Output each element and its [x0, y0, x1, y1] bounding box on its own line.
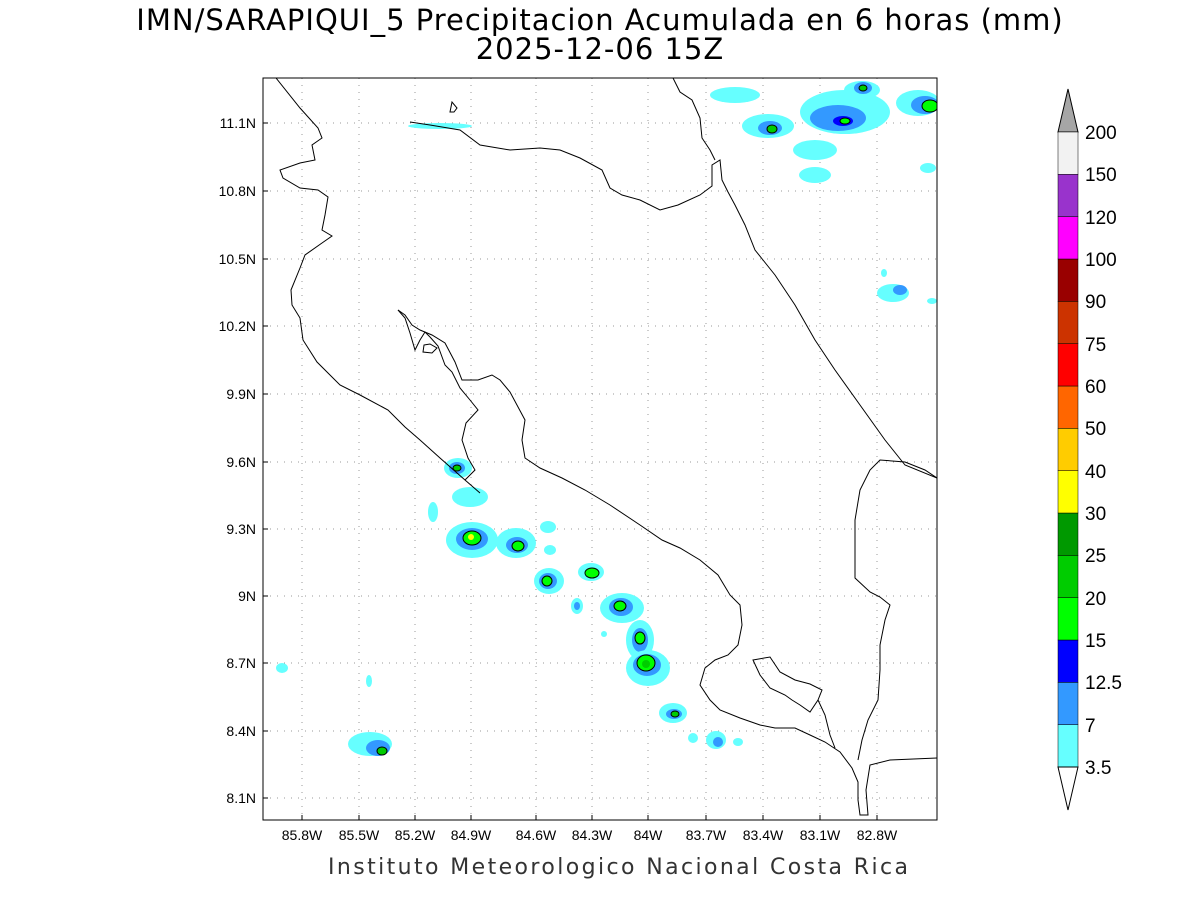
lat-tick-label: 9.6N	[226, 454, 256, 470]
lon-tick-label: 83.4W	[743, 827, 784, 843]
graticule	[263, 78, 937, 820]
lat-tick-label: 8.7N	[226, 655, 256, 671]
colorbar-swatch	[1057, 512, 1079, 556]
colorbar-level-label: 150	[1085, 165, 1117, 186]
colorbar-level-label: 200	[1085, 123, 1117, 144]
lat-tick-label: 10.2N	[219, 318, 256, 334]
longitude-axis: 85.8W 85.5W 85.2W 84.9W 84.6W 84.3W 84W …	[282, 827, 898, 843]
latitude-axis: 11.1N 10.8N 10.5N 10.2N 9.9N 9.6N 9.3N 9…	[219, 115, 256, 806]
colorbar-swatch	[1057, 131, 1079, 175]
lon-tick-label: 84.9W	[451, 827, 492, 843]
colorbar-level-label: 75	[1085, 335, 1106, 356]
colorbar-swatch	[1057, 724, 1079, 768]
lat-tick-label: 9N	[238, 588, 256, 604]
lat-tick-label: 9.3N	[226, 521, 256, 537]
colorbar-level-label: 20	[1085, 589, 1106, 610]
lon-tick-label: 83.1W	[800, 827, 841, 843]
lon-tick-label: 84W	[634, 827, 664, 843]
colorbar-level-label: 7	[1085, 716, 1096, 737]
colorbar-level-label: 120	[1085, 208, 1117, 229]
map-title: IMN/SARAPIQUI_5 Precipitacion Acumulada …	[136, 3, 1064, 37]
colorbar-level-label: 60	[1085, 377, 1106, 398]
colorbar-swatch	[1057, 216, 1079, 260]
colorbar-level-label: 12.5	[1085, 673, 1122, 694]
colorbar-swatch	[1057, 343, 1079, 387]
colorbar-swatch	[1057, 428, 1079, 471]
colorbar-level-label: 3.5	[1085, 758, 1111, 779]
colorbar-swatch	[1057, 639, 1079, 683]
lon-tick-label: 85.5W	[339, 827, 380, 843]
colorbar-level-label: 50	[1085, 419, 1106, 440]
colorbar-bottom-arrow	[1057, 766, 1079, 811]
lon-tick-label: 84.6W	[516, 827, 557, 843]
axis-ticks	[263, 122, 878, 820]
footer-credit: Instituto Meteorologico Nacional Costa R…	[328, 855, 911, 880]
colorbar-swatch	[1057, 682, 1079, 725]
colorbar-level-label: 15	[1085, 631, 1106, 652]
colorbar-level-label: 90	[1085, 292, 1106, 313]
map-frame	[262, 77, 938, 821]
colorbar-swatch	[1057, 555, 1079, 598]
coastline	[275, 78, 937, 816]
colorbar-swatch	[1057, 597, 1079, 641]
colorbar-swatch	[1057, 174, 1079, 217]
lat-tick-label: 9.9N	[226, 386, 256, 402]
colorbar-level-label: 25	[1085, 546, 1106, 567]
colorbar-swatch	[1057, 301, 1079, 344]
precipitation-field	[276, 81, 937, 756]
colorbar-swatch	[1057, 258, 1079, 302]
lon-tick-label: 84.3W	[572, 827, 613, 843]
lon-tick-label: 83.7W	[686, 827, 727, 843]
colorbar-level-label: 40	[1085, 462, 1106, 483]
lon-tick-label: 82.8W	[857, 827, 898, 843]
lat-tick-label: 8.1N	[226, 790, 256, 806]
lat-tick-label: 10.5N	[219, 251, 256, 267]
colorbar-legend: 200 150 120 100 90 75 60 50 40 30 25 20 …	[1057, 88, 1122, 811]
colorbar-level-label: 100	[1085, 250, 1117, 271]
lon-tick-label: 85.2W	[395, 827, 436, 843]
colorbar-swatch	[1057, 385, 1079, 429]
lon-tick-label: 85.8W	[282, 827, 323, 843]
lat-tick-label: 11.1N	[220, 115, 256, 131]
map-valid-time: 2025-12-06 15Z	[475, 32, 725, 66]
colorbar-level-label: 30	[1085, 504, 1106, 525]
lat-tick-label: 10.8N	[219, 183, 256, 199]
lat-tick-label: 8.4N	[226, 723, 256, 739]
colorbar-swatch	[1057, 470, 1079, 514]
colorbar-top-arrow	[1057, 88, 1079, 133]
